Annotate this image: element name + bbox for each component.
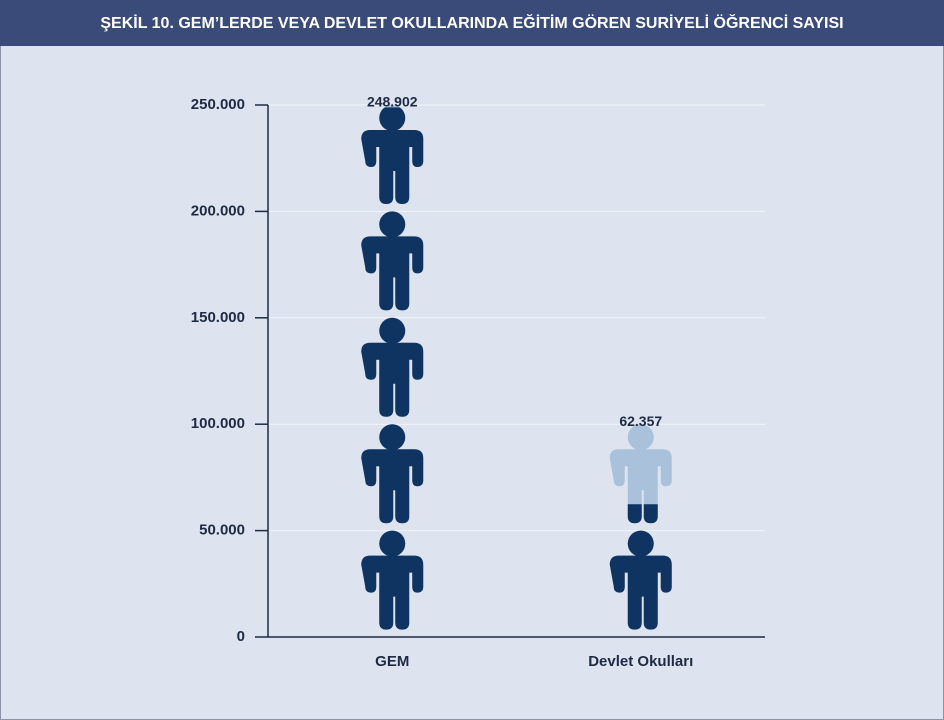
icon-body: [609, 555, 672, 630]
icon-head: [379, 107, 406, 131]
data-label: 248.902: [367, 94, 418, 110]
y-tick-label: 0: [237, 628, 245, 645]
pictogram-column: [609, 424, 672, 630]
chart-title: ŞEKİL 10. GEM’LERDE VEYA DEVLET OKULLARI…: [100, 13, 843, 32]
icon-head-empty: [627, 424, 654, 451]
icon-body: [361, 130, 424, 204]
pictogram-column: [361, 105, 424, 630]
icon-body: [627, 504, 658, 524]
icon-head: [379, 530, 406, 557]
header-bar: [0, 0, 944, 46]
y-tick-label: 100.000: [191, 415, 245, 432]
x-tick-label: Devlet Okulları: [588, 653, 693, 670]
x-tick-label: GEM: [375, 653, 409, 670]
icon-head: [379, 424, 406, 451]
icon-body: [361, 555, 424, 630]
icon-body: [361, 342, 424, 417]
icon-body: [361, 449, 424, 524]
y-tick-label: 50.000: [199, 522, 245, 539]
icon-head: [379, 211, 406, 238]
icon-body: [361, 236, 424, 311]
y-tick-label: 250.000: [191, 96, 245, 113]
data-label: 62.357: [619, 413, 662, 429]
icon-head: [379, 317, 406, 344]
icon-head: [627, 530, 654, 557]
y-tick-label: 200.000: [191, 202, 245, 219]
y-tick-label: 150.000: [191, 309, 245, 326]
